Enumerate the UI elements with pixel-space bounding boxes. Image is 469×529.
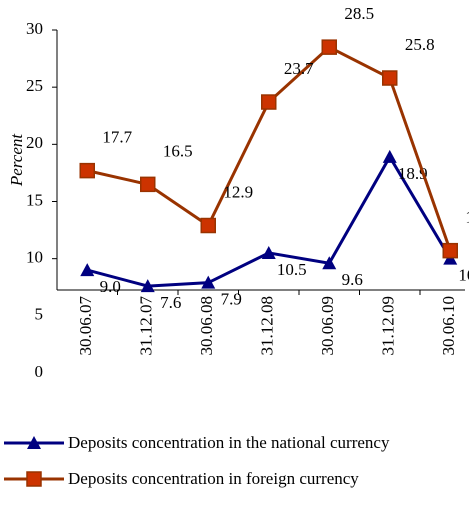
legend-marker [26, 471, 42, 487]
legend-swatch [4, 471, 64, 487]
data-label: 10.0 [458, 266, 469, 285]
legend-label: Deposits concentration in foreign curren… [68, 469, 359, 488]
y-tick-label: 20 [26, 133, 43, 152]
legend-label: Deposits concentration in the national c… [68, 433, 390, 452]
data-label: 12.9 [223, 182, 253, 201]
y-axis-label: Percent [7, 133, 26, 188]
series-line [86, 153, 452, 288]
marker [261, 245, 276, 259]
data-label: 7.6 [160, 293, 181, 312]
x-tick-label: 30.06.08 [197, 296, 216, 356]
y-tick-label: 0 [35, 362, 44, 381]
legend-item: Deposits concentration in the national c… [0, 432, 438, 454]
data-label: 25.8 [405, 35, 435, 54]
x-tick-label: 31.12.08 [258, 296, 277, 356]
x-tick-label: 30.06.10 [439, 296, 458, 356]
data-label: 16.5 [163, 141, 193, 160]
marker [201, 275, 216, 289]
data-label: 23.7 [284, 59, 314, 78]
data-label: 9.0 [100, 277, 121, 296]
y-tick-label: 30 [26, 19, 43, 38]
y-tick-label: 15 [26, 190, 43, 209]
data-label: 9.6 [342, 270, 363, 289]
legend-swatch [4, 436, 64, 449]
marker [200, 217, 216, 234]
x-tick-label: 30.06.07 [76, 296, 95, 356]
legend-marker [27, 436, 41, 449]
legend-item: Deposits concentration in foreign curren… [0, 468, 438, 490]
marker [382, 149, 397, 163]
x-tick-label: 31.12.07 [137, 296, 156, 356]
marker [79, 162, 95, 179]
marker [261, 94, 277, 110]
data-label: 10.5 [277, 260, 307, 279]
y-tick-label: 25 [26, 76, 43, 95]
data-label: 28.5 [344, 4, 374, 23]
marker [382, 70, 398, 86]
marker [140, 279, 155, 293]
x-tick-label: 31.12.09 [379, 296, 398, 356]
data-label: 17.7 [102, 128, 132, 147]
x-tick-label: 30.06.09 [318, 296, 337, 356]
y-tick-label: 10 [26, 248, 43, 267]
marker [442, 242, 458, 259]
data-label: 10.7 [465, 208, 469, 227]
marker [80, 263, 95, 277]
y-tick-label: 5 [35, 305, 44, 324]
marker [321, 39, 337, 55]
legend: Deposits concentration in the national c… [0, 432, 469, 504]
data-label: 7.9 [221, 290, 242, 309]
marker [140, 176, 156, 193]
marker [322, 256, 337, 270]
chart: Percent 0 5 10 15 20 25 30 30.06.07 31.12.07 30.0… [7, 4, 469, 381]
